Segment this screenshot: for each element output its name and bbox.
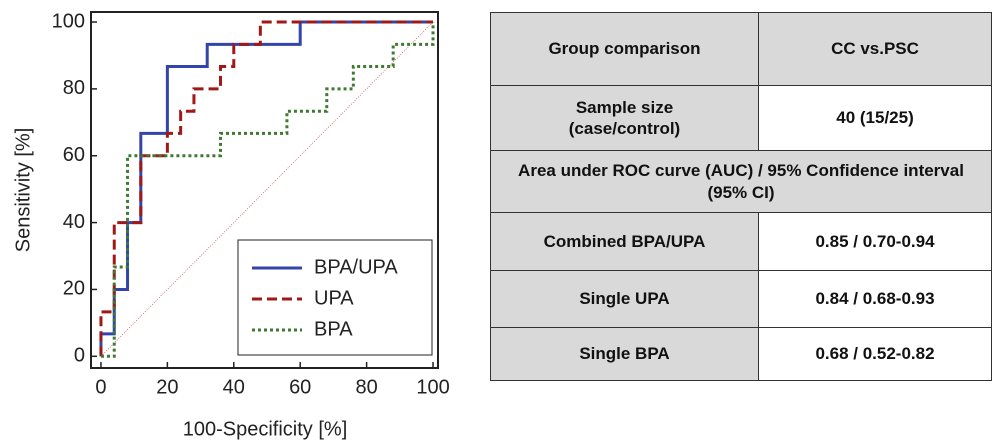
x-tick-label: 100: [416, 376, 449, 398]
merged-cell: Area under ROC curve (AUC) / 95% Confide…: [490, 150, 992, 213]
row: Sample size (case/control) 40 (15/25): [490, 85, 992, 151]
row: Area under ROC curve (AUC) / 95% Confide…: [490, 150, 992, 213]
roc-line: [100, 22, 435, 358]
reference-line: [100, 21, 434, 357]
y-axis-title: Sensitivity [%]: [12, 128, 34, 252]
cell: Single BPA: [490, 327, 759, 381]
cell: Sample size (case/control): [490, 85, 759, 151]
row: Single UPA 0.84 / 0.68-0.93: [490, 270, 992, 328]
cell: 0.68 / 0.52-0.82: [758, 327, 992, 381]
chart: 100-Specificity [%] Sensitivity [%] 0 20 4…: [12, 10, 449, 440]
cell: Single UPA: [490, 270, 759, 328]
row: Single BPA 0.68 / 0.52-0.82: [490, 327, 992, 381]
legend-label: BPA/UPA: [314, 256, 398, 278]
y-tick-label: 60: [63, 144, 85, 166]
y-tick-label: 40: [63, 211, 85, 233]
y-tick-label: 100: [52, 10, 85, 32]
header-cell: Group comparison: [490, 12, 759, 86]
legend-label: UPA: [314, 287, 354, 309]
roc-line: [99, 20, 434, 357]
cell: 0.84 / 0.68-0.93: [758, 270, 992, 328]
x-tick-label: 20: [156, 376, 178, 398]
x-tick-label: 0: [95, 376, 106, 398]
y-tick-label: 20: [63, 278, 85, 300]
x-tick-label: 80: [355, 376, 377, 398]
x-tick-label: 40: [223, 376, 245, 398]
legend-label: BPA: [314, 318, 353, 340]
cell: 40 (15/25): [758, 85, 992, 151]
plot-frame: [90, 11, 439, 369]
header-row: Group comparison CC vs.PSC: [490, 12, 992, 86]
x-axis-title: 100-Specificity [%]: [183, 418, 348, 440]
cell: 0.85 / 0.70-0.94: [758, 212, 992, 271]
table: Group comparison CC vs.PSC Sample size (…: [490, 12, 992, 381]
row: Combined BPA/UPA 0.85 / 0.70-0.94: [490, 212, 992, 271]
y-tick-label: 0: [74, 345, 85, 367]
x-tick-label: 60: [289, 376, 311, 398]
y-tick-label: 80: [63, 77, 85, 99]
header-cell: CC vs.PSC: [758, 12, 992, 86]
cell: Combined BPA/UPA: [490, 212, 759, 271]
